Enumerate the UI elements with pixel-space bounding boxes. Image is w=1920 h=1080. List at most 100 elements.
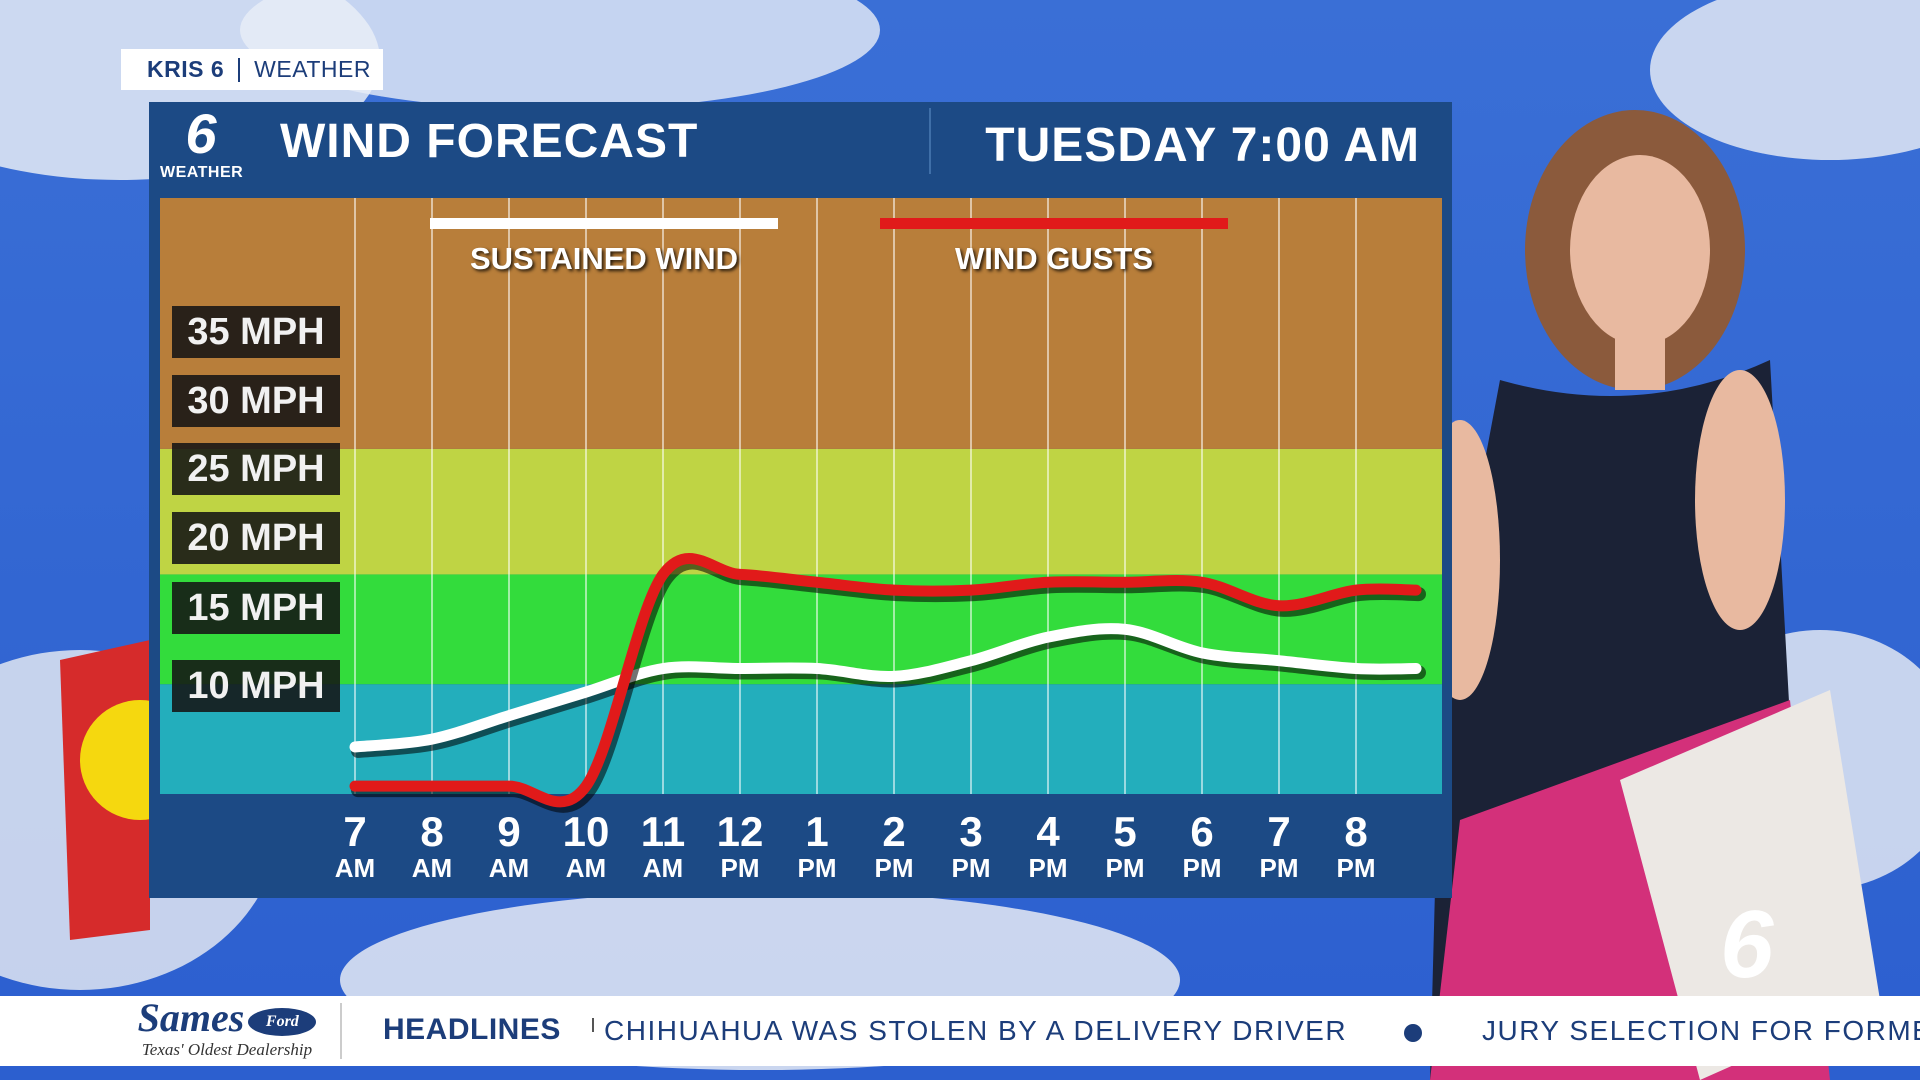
x-tick-meridiem: AM [565, 853, 607, 883]
y-label-5: 10 MPH [172, 660, 340, 712]
ticker-divider [340, 1003, 342, 1059]
point-s1-5 [739, 573, 741, 575]
y-label-2: 25 MPH [172, 443, 340, 495]
legend-label-sustained: SUSTAINED WIND [469, 241, 739, 276]
x-tick-meridiem: AM [488, 853, 530, 883]
point-s1-7 [893, 589, 895, 591]
legend-swatch-sustained [430, 218, 778, 229]
station-logo: 6 WEATHER [160, 102, 244, 188]
ticker-bullet [1404, 1024, 1422, 1042]
x-tick-meridiem: AM [411, 853, 453, 883]
x-tick-8: 3 PM [931, 808, 1011, 883]
point-s1-2 [508, 785, 510, 787]
x-tick-meridiem: PM [1028, 853, 1068, 883]
point-s0-8 [970, 660, 972, 662]
point-s1-8 [970, 589, 972, 591]
ticker-story-1: CHIHUAHUA WAS STOLEN BY A DELIVERY DRIVE… [604, 1015, 1348, 1046]
x-tick-meridiem: PM [951, 853, 991, 883]
x-tick-7: 2 PM [854, 808, 934, 883]
x-tick-9: 4 PM [1008, 808, 1088, 883]
legend-label-gusts: WIND GUSTS [954, 241, 1154, 276]
sponsor-brand: Ford [248, 1007, 317, 1036]
point-s0-9 [1047, 636, 1049, 638]
x-tick-hour: 6 [1190, 808, 1214, 855]
sponsor-tagline: Texas' Oldest Dealership [141, 1040, 313, 1059]
point-s0-12 [1278, 660, 1280, 662]
y-label-1: 30 MPH [172, 375, 340, 427]
x-tick-hour: 3 [959, 808, 983, 855]
x-tick-meridiem: AM [334, 853, 376, 883]
x-tick-6: 1 PM [777, 808, 857, 883]
network-logo: 6 [1720, 891, 1774, 998]
x-tick-meridiem: PM [797, 853, 837, 883]
logo-label: WEATHER [160, 164, 244, 181]
point-s1-10 [1124, 581, 1126, 583]
x-tick-4: 11 AM [623, 808, 703, 883]
legend-sustained: SUSTAINED WIND [430, 218, 778, 277]
x-tick-meridiem: PM [1336, 853, 1376, 883]
x-tick-hour: 5 [1113, 808, 1137, 855]
x-tick-meridiem: PM [874, 853, 914, 883]
point-s0-2 [508, 715, 510, 717]
band-0 [160, 684, 1442, 794]
ticker-label: HEADLINES [383, 1013, 561, 1046]
section-name: WEATHER [254, 56, 371, 82]
x-tick-hour: 10 [562, 808, 610, 855]
point-s1-12 [1278, 605, 1280, 607]
x-tick-11: 6 PM [1162, 808, 1242, 883]
x-tick-hour: 7 [1267, 808, 1291, 855]
x-tick-meridiem: PM [1259, 853, 1299, 883]
x-tick-meridiem: AM [642, 853, 684, 883]
x-tick-hour: 11 [640, 808, 686, 855]
bug-divider [238, 57, 241, 82]
y-label-0: 35 MPH [172, 306, 340, 358]
x-tick-12: 7 PM [1239, 808, 1319, 883]
ticker-story-2: JURY SELECTION FOR FORME [1482, 1015, 1920, 1046]
point-s1-1 [431, 785, 433, 787]
point-s1-0 [354, 785, 356, 787]
x-tick-13: 8 PM [1316, 808, 1396, 883]
y-label-3: 20 MPH [172, 512, 340, 564]
news-ticker [0, 996, 1920, 1066]
band-2 [160, 448, 1442, 575]
point-s0-5 [739, 668, 741, 670]
x-tick-hour: 2 [882, 808, 906, 855]
x-tick-meridiem: PM [1182, 853, 1222, 883]
x-tick-meridiem: PM [1105, 853, 1145, 883]
point-s0-0 [354, 746, 356, 748]
sponsor-logo: Sames Ford Texas' Oldest Dealership [118, 996, 336, 1066]
x-tick-hour: 7 [343, 808, 367, 855]
x-tick-hour: 4 [1036, 808, 1060, 855]
legend-gusts: WIND GUSTS [880, 218, 1228, 277]
point-s0-6 [816, 668, 818, 670]
point-s1-3 [585, 785, 587, 787]
x-tick-meridiem: PM [720, 853, 760, 883]
x-tick-0: 7 AM [315, 808, 395, 883]
x-tick-hour: 8 [1344, 808, 1368, 855]
station-bug: KRIS 6 WEATHER [121, 49, 383, 90]
band-3 [160, 198, 1442, 449]
header-divider [929, 108, 931, 174]
x-tick-5: 12 PM [700, 810, 780, 883]
sponsor-name: Sames [137, 995, 245, 1040]
point-s0-4 [662, 668, 664, 670]
legend-swatch-gusts [880, 218, 1228, 229]
x-tick-hour: 1 [805, 808, 829, 855]
point-s1-6 [816, 581, 818, 583]
point-s0-1 [431, 738, 433, 740]
x-tick-hour: 8 [420, 808, 444, 855]
point-s1-11 [1201, 581, 1203, 583]
point-s1-13 [1355, 589, 1357, 591]
point-s0-11 [1201, 652, 1203, 654]
x-tick-3: 10 AM [546, 808, 626, 883]
point-s0-7 [893, 675, 895, 677]
x-tick-hour: 9 [497, 808, 521, 855]
page-title: WIND FORECAST [280, 115, 699, 168]
station-name: KRIS 6 [147, 56, 225, 82]
logo-number: 6 [185, 102, 217, 165]
y-label-4: 15 MPH [172, 582, 340, 634]
point-s1-4 [662, 573, 664, 575]
x-tick-2: 9 AM [469, 808, 549, 883]
point-s0-3 [585, 691, 587, 693]
